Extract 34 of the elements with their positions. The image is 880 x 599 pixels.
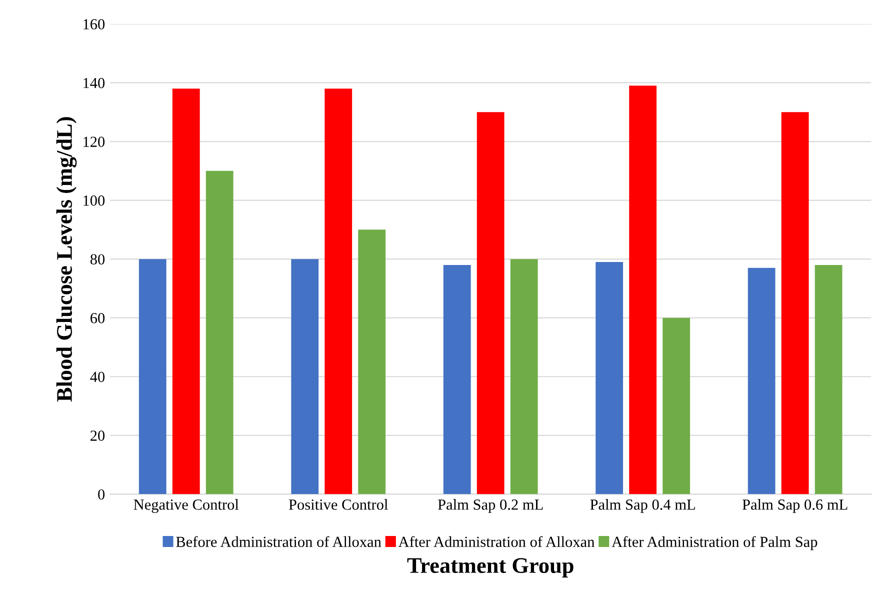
x-axis-title: Treatment Group	[407, 558, 574, 578]
bar	[358, 230, 386, 494]
bar	[291, 259, 319, 494]
x-tick-label: Palm Sap 0.2 mL	[438, 499, 543, 513]
y-tick-label: 0	[98, 489, 105, 500]
bar	[443, 264, 471, 494]
y-axis-title: Blood Glucose Levels (mg/dL)	[56, 117, 77, 402]
bar	[206, 170, 234, 494]
x-tick-label: Palm Sap 0.6 mL	[742, 499, 848, 513]
bar	[510, 259, 538, 494]
y-tick-label: 140	[84, 78, 105, 88]
x-tick-label: Negative Control	[134, 499, 239, 513]
legend-label: After Administration of Alloxan	[398, 536, 594, 548]
bar	[781, 112, 809, 494]
bar	[172, 88, 200, 494]
legend-label: After Administration of Palm Sap	[612, 536, 818, 550]
y-tick-label: 80	[90, 254, 105, 265]
bar	[596, 262, 624, 494]
y-tick-label: 20	[90, 430, 105, 441]
bar	[662, 318, 690, 494]
y-tick-label: 100	[84, 195, 105, 206]
bar	[476, 112, 504, 494]
y-tick-label: 40	[90, 372, 105, 382]
bar	[748, 268, 776, 494]
bar	[324, 88, 352, 494]
bar	[814, 264, 842, 494]
y-tick-label: 120	[84, 136, 105, 147]
x-tick-label: Palm Sap 0.4 mL	[590, 499, 695, 513]
y-tick-label: 60	[90, 312, 105, 324]
legend-label: Before Administration of Alloxan	[176, 536, 382, 548]
bar	[138, 259, 166, 494]
x-tick-label: Positive Control	[288, 499, 388, 510]
y-tick-label: 160	[84, 19, 105, 30]
bar	[629, 86, 657, 494]
